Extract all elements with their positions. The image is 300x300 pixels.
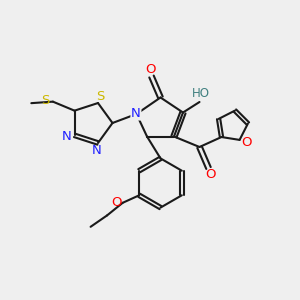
Text: N: N [131,107,141,120]
Text: HO: HO [192,87,210,100]
Text: O: O [145,63,155,76]
Text: O: O [205,168,215,181]
Text: N: N [62,130,72,143]
Text: S: S [96,90,105,103]
Text: O: O [241,136,251,149]
Text: S: S [41,94,50,107]
Text: O: O [111,196,122,209]
Text: N: N [92,144,101,157]
